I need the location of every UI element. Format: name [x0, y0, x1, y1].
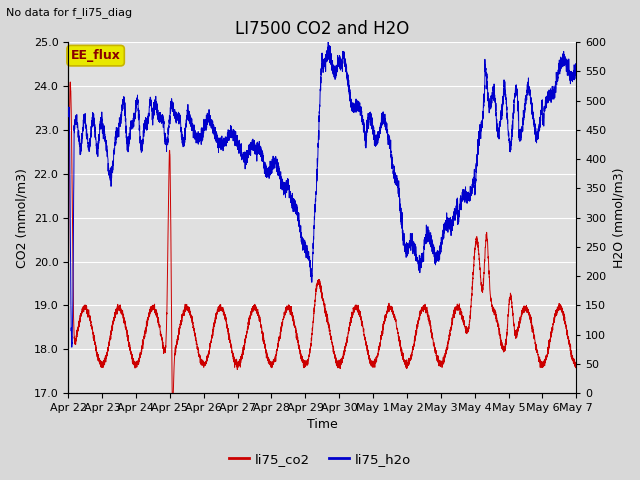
Y-axis label: H2O (mmol/m3): H2O (mmol/m3): [612, 168, 625, 268]
Text: No data for f_li75_diag: No data for f_li75_diag: [6, 7, 132, 18]
Title: LI7500 CO2 and H2O: LI7500 CO2 and H2O: [235, 20, 410, 38]
Text: EE_flux: EE_flux: [70, 49, 120, 62]
X-axis label: Time: Time: [307, 419, 337, 432]
Y-axis label: CO2 (mmol/m3): CO2 (mmol/m3): [15, 168, 28, 267]
Legend: li75_co2, li75_h2o: li75_co2, li75_h2o: [224, 447, 416, 471]
